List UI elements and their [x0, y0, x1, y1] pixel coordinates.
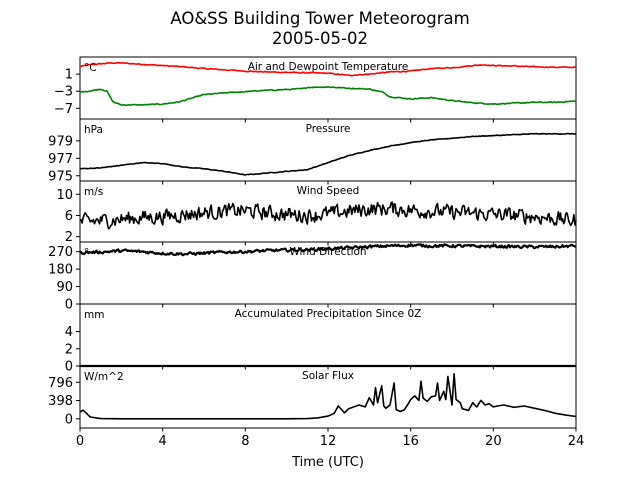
panel-title: Accumulated Precipitation Since 0Z: [235, 308, 422, 320]
series-line: [79, 243, 577, 257]
series-line: [79, 201, 577, 230]
panel-unit-label: m/s: [84, 186, 103, 198]
y-tick-label: 398: [48, 394, 73, 409]
x-tick-label: 0: [76, 434, 84, 449]
figure-subtitle: 2005-05-02: [272, 29, 368, 48]
y-tick-label: 1: [65, 68, 73, 83]
panel-unit-label: °: [84, 247, 89, 259]
y-tick-label: 977: [48, 152, 73, 167]
y-tick-label: 4: [65, 325, 73, 340]
series-line: [79, 373, 577, 420]
y-tick-label: 2: [65, 342, 73, 357]
y-tick-label: −7: [54, 102, 73, 117]
y-tick-label: 10: [56, 188, 73, 203]
panel-title: Solar Flux: [302, 370, 354, 382]
x-tick-label: 4: [159, 434, 167, 449]
y-tick-label: 90: [56, 280, 73, 295]
y-tick-label: 2: [65, 230, 73, 245]
x-tick-label: 24: [568, 434, 585, 449]
series-line: [80, 132, 577, 176]
y-tick-label: 0: [65, 360, 73, 375]
y-tick-label: 979: [48, 134, 73, 149]
figure-title: AO&SS Building Tower Meteorogram: [170, 9, 470, 28]
panel-unit-label: W/m^2: [84, 371, 124, 383]
panel-unit-label: hPa: [84, 124, 103, 136]
y-tick-label: 6: [65, 209, 73, 224]
series-line: [79, 61, 577, 77]
panel-title: Pressure: [306, 123, 351, 135]
series-line: [79, 86, 577, 107]
panel-title: Air and Dewpoint Temperature: [248, 61, 409, 73]
y-tick-label: 0: [65, 412, 73, 427]
panel-title: Wind Direction: [289, 246, 366, 258]
y-tick-label: 796: [48, 376, 73, 391]
panel-unit-label: mm: [84, 309, 104, 321]
x-tick-label: 16: [402, 434, 419, 449]
x-tick-label: 12: [320, 434, 337, 449]
x-tick-label: 20: [485, 434, 502, 449]
y-tick-label: 0: [65, 298, 73, 313]
panel-title: Wind Speed: [297, 185, 360, 197]
x-tick-label: 8: [241, 434, 249, 449]
y-tick-label: 180: [48, 263, 73, 278]
y-tick-label: 270: [48, 245, 73, 260]
y-tick-label: −3: [54, 85, 73, 100]
panel-unit-label: °C: [84, 62, 97, 74]
x-axis-label: Time (UTC): [291, 455, 364, 470]
y-tick-label: 975: [48, 169, 73, 184]
